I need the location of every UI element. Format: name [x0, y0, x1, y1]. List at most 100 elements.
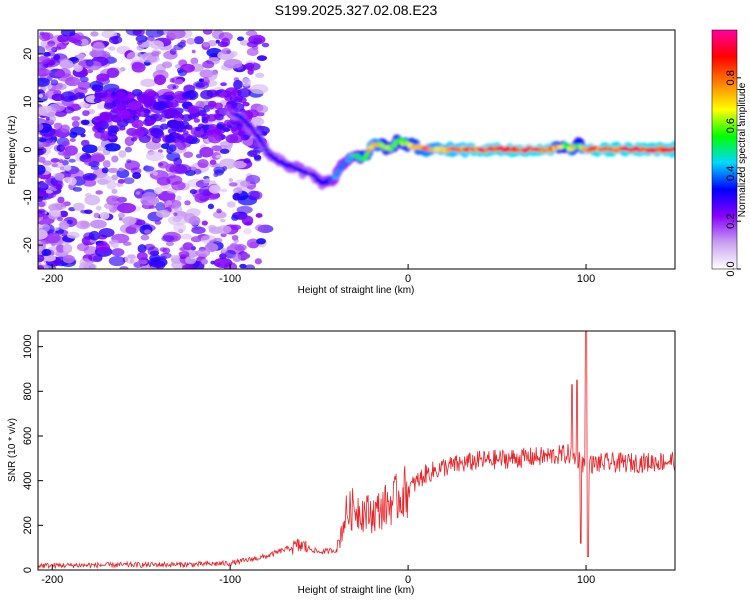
heatmap-noise-cell — [220, 91, 228, 97]
heatmap-noise-cell — [111, 174, 119, 181]
heatmap-noise-cell — [143, 108, 150, 114]
heatmap-noise-cell — [79, 101, 89, 109]
heatmap-noise-cell — [221, 248, 227, 253]
heatmap-noise-cell — [192, 112, 200, 118]
heatmap-noise-cell — [55, 46, 62, 51]
heatmap-noise-cell — [125, 30, 143, 36]
heatmap-noise-cell — [159, 247, 167, 252]
heatmap-noise-cell — [245, 30, 258, 37]
heatmap-noise-cell — [201, 77, 210, 86]
heatmap-noise-cell — [169, 164, 188, 174]
heatmap-noise-cell — [60, 91, 76, 102]
heatmap-noise-cell — [38, 208, 46, 214]
heatmap-noise-cell — [193, 168, 202, 175]
heatmap-noise-cell — [50, 158, 60, 163]
heatmap-noise-cell — [38, 229, 48, 240]
snr-y-axis-title: SNR (10 * v/v) — [7, 418, 18, 482]
heatmap-noise-cell — [129, 109, 137, 115]
heatmap-noise-cell — [38, 56, 50, 65]
heatmap-noise-cell — [164, 135, 176, 143]
heatmap-noise-blobs — [38, 30, 274, 269]
heatmap-ridge-cell — [346, 156, 353, 162]
heatmap-noise-cell — [149, 40, 164, 50]
heatmap-noise-cell — [50, 209, 61, 217]
heatmap-noise-cell — [119, 126, 126, 131]
colorbar: 0.0 0.2 0.4 0.6 0.8 Normalized spectral ampl… — [711, 29, 748, 277]
y-tick-label: -20 — [22, 237, 34, 253]
heatmap-noise-cell — [131, 88, 143, 97]
heatmap-noise-cell — [145, 141, 162, 150]
heatmap-noise-cell — [137, 244, 147, 253]
heatmap-noise-cell — [171, 181, 186, 191]
heatmap-noise-cell — [107, 167, 119, 174]
heatmap-noise-cell — [54, 227, 60, 231]
heatmap-noise-cell — [38, 146, 47, 156]
heatmap-noise-cell — [212, 237, 223, 243]
heatmap-noise-cell — [135, 34, 148, 43]
heatmap-ridge-cell — [263, 148, 270, 152]
heatmap-noise-cell — [127, 254, 136, 260]
heatmap-noise-cell — [249, 190, 263, 200]
heatmap-noise-cell — [147, 90, 155, 96]
heatmap-noise-cell — [84, 175, 91, 180]
heatmap-noise-cell — [41, 249, 52, 257]
heatmap-noise-cell — [255, 213, 263, 218]
snr-x-axis-title: Height of straight line (km) — [298, 585, 415, 596]
heatmap-noise-cell — [57, 216, 64, 222]
x-tick-label: 100 — [577, 574, 595, 586]
heatmap-noise-cell — [243, 228, 253, 235]
heatmap-noise-cell — [127, 101, 141, 111]
spectrogram-y-axis-title: Frequency (Hz) — [7, 116, 18, 185]
heatmap-ridge-cell — [361, 155, 368, 161]
heatmap-noise-cell — [122, 241, 132, 246]
heatmap-noise-cell — [53, 122, 63, 130]
heatmap-noise-cell — [136, 252, 148, 261]
heatmap-noise-cell — [167, 30, 186, 39]
x-tick-label: -100 — [219, 273, 241, 285]
heatmap-noise-cell — [213, 172, 219, 178]
heatmap-noise-cell — [161, 235, 175, 243]
colorbar-tick-label: 0.6 — [725, 118, 737, 133]
heatmap-noise-cell — [59, 144, 68, 151]
heatmap-noise-cell — [211, 145, 223, 152]
heatmap-noise-cell — [95, 174, 112, 185]
heatmap-noise-cell — [51, 93, 65, 102]
heatmap-noise-cell — [220, 82, 227, 87]
heatmap-noise-cell — [71, 120, 80, 128]
heatmap-noise-cell — [64, 76, 81, 87]
heatmap-noise-cell — [96, 73, 110, 82]
x-tick-label: 0 — [405, 574, 411, 586]
heatmap-noise-cell — [189, 189, 197, 195]
heatmap-noise-cell — [127, 95, 134, 100]
heatmap-noise-cell — [99, 211, 110, 220]
heatmap-noise-cell — [92, 41, 105, 52]
heatmap-noise-cell — [77, 80, 91, 90]
heatmap-noise-cell — [241, 215, 254, 226]
heatmap-noise-cell — [139, 126, 146, 132]
x-tick-label: -100 — [219, 574, 241, 586]
heatmap-noise-cell — [82, 110, 90, 117]
heatmap-noise-cell — [202, 60, 215, 69]
heatmap-noise-cell — [52, 180, 64, 190]
heatmap-noise-cell — [131, 62, 146, 73]
heatmap-noise-cell — [186, 37, 196, 45]
heatmap-noise-cell — [207, 192, 221, 199]
heatmap-noise-cell — [177, 120, 190, 130]
heatmap-noise-cell — [54, 71, 65, 78]
heatmap-noise-cell — [116, 202, 137, 214]
heatmap-noise-cell — [80, 209, 88, 214]
heatmap-noise-cell — [202, 41, 210, 48]
heatmap-noise-cell — [90, 219, 107, 229]
heatmap-noise-cell — [243, 158, 251, 164]
heatmap-noise-cell — [48, 115, 57, 123]
heatmap-noise-cell — [57, 34, 69, 43]
spectrogram-x-axis-title: Height of straight line (km) — [298, 285, 415, 296]
heatmap-noise-cell — [96, 102, 107, 110]
heatmap-noise-cell — [76, 220, 91, 230]
heatmap-noise-cell — [90, 31, 99, 37]
heatmap-noise-cell — [255, 224, 265, 232]
snr-x-ticks: -200 -100 0 100 — [41, 565, 595, 586]
heatmap-noise-cell — [38, 156, 46, 163]
heatmap-ridge-cell — [257, 137, 264, 142]
colorbar-tick-label: 0.4 — [725, 166, 737, 181]
